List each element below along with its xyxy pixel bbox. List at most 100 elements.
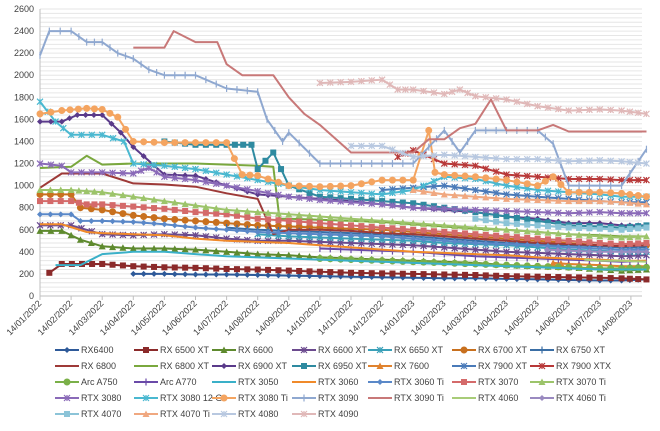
data-point [275,217,282,224]
data-point [254,172,262,180]
legend-item: RX 6500 XT [134,342,209,358]
data-point [129,137,137,145]
data-point [171,163,179,171]
data-point [461,152,469,160]
legend-swatch [134,347,158,353]
data-point [643,224,650,231]
data-point [129,170,137,177]
data-point [161,221,168,228]
legend-marker [64,411,70,417]
data-point [326,182,334,190]
data-point [212,218,220,226]
data-point [402,86,409,94]
data-point [83,201,90,208]
data-point [244,266,251,273]
data-point [192,217,199,225]
data-point [626,248,633,255]
y-axis: 0 200 400 600 800 1000 1200 1400 1600 1800 2000 220… [14,4,41,301]
data-point [74,111,81,118]
data-point [586,106,593,114]
data-point [129,193,137,200]
data-point [57,198,64,205]
data-point [440,160,448,167]
data-point [368,256,376,264]
legend-marker [376,346,384,354]
data-point [46,269,53,276]
data-point [451,160,459,168]
data-point [140,245,148,252]
data-point [607,264,615,272]
data-point [440,259,448,267]
legend-label: RTX 3060 Ti [394,377,444,387]
data-point [202,167,210,175]
data-point [58,260,65,267]
data-point [161,270,168,277]
series-line [55,250,647,271]
data-point [223,182,231,190]
data-point [461,161,469,169]
data-point [555,274,562,281]
data-point [482,206,490,214]
data-point [461,245,469,253]
data-point [461,185,469,192]
data-point [119,202,126,209]
data-point [430,259,438,267]
data-point [83,104,91,112]
data-point [337,188,345,195]
data-point [607,226,614,233]
data-point [420,227,427,234]
data-point [233,249,241,256]
legend-marker [220,394,228,402]
data-point [607,157,615,165]
data-point [523,196,531,203]
series-line [257,233,647,253]
data-point [643,209,650,217]
legend-swatch [530,395,554,401]
data-point [295,211,303,219]
data-point [140,204,147,211]
data-point [576,248,583,255]
data-point [347,188,355,196]
legend-swatch [368,379,392,385]
legend-swatch [292,394,316,402]
data-point [378,76,386,84]
data-point [471,246,479,254]
data-point [565,274,572,281]
data-point [98,131,106,139]
data-point [523,155,531,163]
data-point [181,216,189,224]
legend-swatch [212,381,236,383]
data-point [586,239,593,246]
data-point [36,186,44,194]
data-point [471,206,479,214]
data-point [388,218,396,225]
data-point [378,200,386,208]
data-point [240,141,247,148]
data-point [544,196,552,204]
data-point [212,139,220,147]
data-point [151,220,158,227]
data-point [140,270,147,277]
data-point [513,195,521,203]
data-point [575,209,583,217]
data-point [471,186,479,194]
data-point [534,217,541,224]
data-point [57,211,64,218]
data-point [451,238,458,245]
data-point [76,204,84,212]
data-point [544,273,551,280]
legend-label: RX 6650 XT [394,345,444,355]
data-point [596,225,603,232]
legend-swatch [292,346,316,354]
data-point [607,198,615,205]
data-point [503,171,510,179]
data-point [275,229,282,236]
data-point [109,218,116,225]
data-point [82,111,89,118]
data-point [461,223,469,230]
legend-marker [300,346,308,354]
data-point [576,274,583,281]
data-point [87,239,95,247]
data-point [524,241,531,248]
data-point [337,195,344,202]
